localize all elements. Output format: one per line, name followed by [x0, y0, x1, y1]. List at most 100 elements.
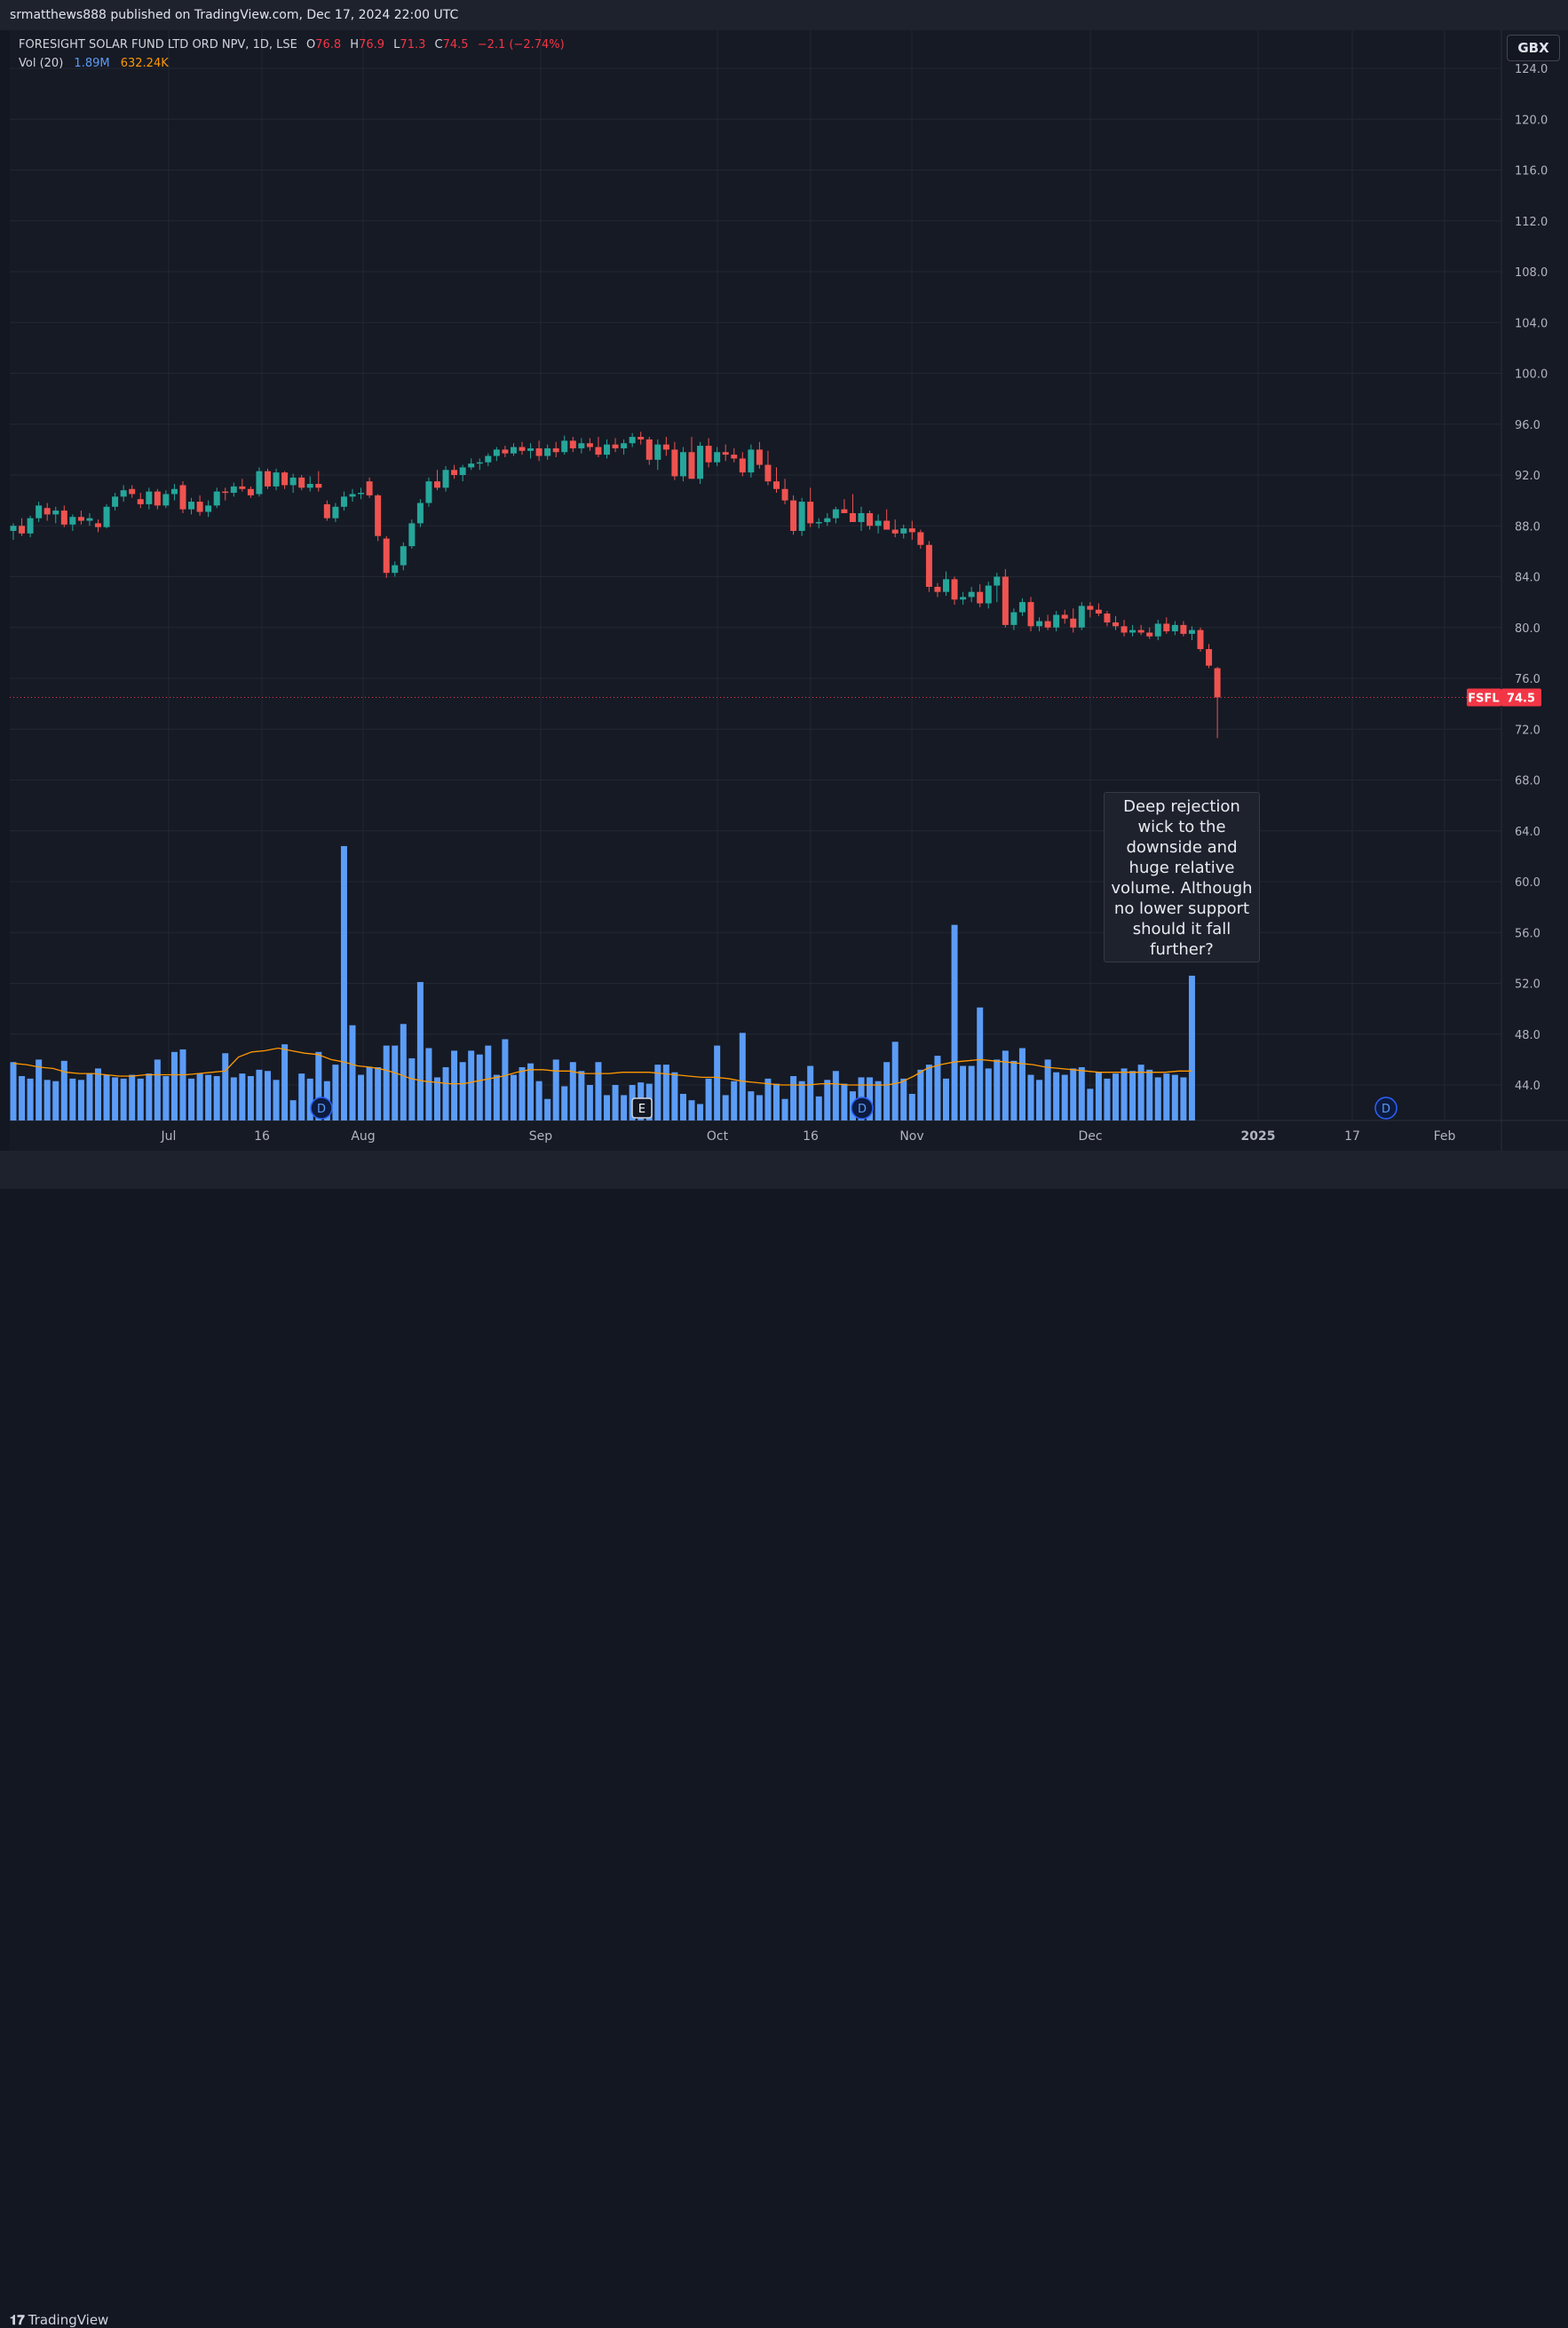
candle-body: [256, 471, 263, 495]
price-tick-label: 112.0: [1515, 216, 1548, 229]
volume-bar: [595, 1062, 602, 1120]
candle-body: [714, 452, 721, 463]
candle-body: [502, 449, 509, 454]
volume-bar: [1113, 1073, 1119, 1120]
candle-body: [265, 471, 271, 487]
price-tick-label: 104.0: [1515, 317, 1548, 330]
volume-bar: [621, 1095, 628, 1120]
volume-bar: [1078, 1066, 1085, 1120]
price-tick-label: 108.0: [1515, 266, 1548, 280]
candle-body: [883, 520, 891, 530]
price-tick-label: 100.0: [1515, 368, 1548, 382]
volume-bar: [510, 1074, 517, 1120]
candle-body: [120, 490, 127, 497]
candle-body: [289, 477, 297, 486]
candle-body: [392, 565, 399, 574]
volume-bar: [654, 1065, 661, 1120]
candle-body: [891, 529, 899, 534]
ticker-tag: [1467, 688, 1501, 707]
volume-bar: [519, 1066, 526, 1120]
volume-bar: [502, 1039, 509, 1120]
candle-body: [1113, 622, 1119, 627]
candle-body: [968, 591, 975, 598]
price-tick-label: 68.0: [1515, 775, 1540, 788]
candle-body: [1053, 614, 1060, 628]
candle-body: [442, 470, 449, 488]
candle-body: [425, 481, 432, 503]
dividend-marker: [1374, 1097, 1398, 1120]
volume-bar: [867, 1077, 874, 1120]
chart-frame: [10, 30, 1568, 1151]
volume-bar: [459, 1062, 466, 1120]
candle-body: [671, 449, 678, 477]
volume-bar: [612, 1085, 619, 1120]
candle-body: [366, 481, 373, 495]
candle-body: [137, 499, 144, 504]
candle-body: [213, 491, 220, 506]
price-tick-label: 44.0: [1515, 1080, 1540, 1093]
candle-body: [44, 508, 51, 515]
candle-body: [867, 512, 874, 527]
candle-body: [1078, 606, 1085, 628]
volume-bar: [994, 1059, 1001, 1120]
volume-bar: [688, 1100, 695, 1120]
candle-body: [1154, 623, 1161, 637]
volume-bar: [756, 1095, 763, 1120]
price-tick-label: 72.0: [1515, 724, 1540, 737]
price-chart[interactable]: 44.0 48.0 52.0 56.0 60.0 64.0 68.0 72.0 76.0 80.0…: [0, 0, 1568, 1189]
candle-body: [994, 576, 1001, 586]
candle-body: [416, 503, 424, 524]
volume-bar: [434, 1077, 440, 1120]
volume-bar: [77, 1080, 84, 1120]
price-tick-label: 116.0: [1515, 165, 1548, 178]
volume-bar: [340, 845, 347, 1120]
candle-body: [654, 444, 661, 460]
candle-body: [129, 488, 136, 495]
branding-text: TradingView: [28, 2312, 109, 2328]
price-tick-label: 60.0: [1515, 876, 1540, 890]
volume-bar: [332, 1065, 339, 1120]
candle-body: [375, 495, 382, 536]
high-label: H: [350, 38, 360, 51]
volume-bar: [400, 1024, 407, 1120]
candle-body: [697, 446, 704, 479]
volume-bar: [239, 1073, 246, 1120]
candle-body: [1137, 630, 1144, 633]
candle-body: [19, 526, 26, 534]
candle-body: [645, 439, 653, 460]
volume-bar: [112, 1077, 119, 1120]
candle-body: [934, 586, 941, 592]
candle-body: [273, 472, 280, 487]
ohlc-legend: FORESIGHT SOLAR FUND LTD ORD NPV, 1D, LS…: [19, 38, 565, 51]
date-tick-label: Sep: [529, 1129, 553, 1144]
candle-body: [340, 496, 347, 507]
volume-bar: [120, 1078, 127, 1120]
volume-bar: [586, 1085, 593, 1120]
candle-body: [451, 470, 458, 475]
volume-bar: [52, 1081, 59, 1120]
candle-body: [485, 455, 492, 463]
volume-bar: [408, 1057, 416, 1120]
candle-body: [60, 511, 67, 525]
price-tick-label: 76.0: [1515, 673, 1540, 686]
volume-bar: [196, 1073, 203, 1120]
price-tick-label: 84.0: [1515, 572, 1540, 585]
volume-bar: [1180, 1077, 1187, 1120]
candle-body: [621, 443, 628, 448]
volume-bar: [798, 1081, 805, 1120]
currency-button[interactable]: GBX: [1507, 35, 1560, 61]
volume-bar: [875, 1081, 882, 1120]
volume-bar: [19, 1075, 26, 1120]
date-tick-label: Feb: [1434, 1129, 1456, 1144]
volume-bar: [1171, 1074, 1178, 1120]
publisher-bar: srmatthews888 published on TradingView.c…: [0, 0, 1568, 30]
volume-bar: [256, 1069, 263, 1120]
candle-body: [604, 444, 610, 455]
annotation-note[interactable]: Deep rejection wick to the downside and …: [1104, 792, 1260, 962]
candle-body: [925, 544, 932, 587]
date-tick-label: Dec: [1078, 1129, 1102, 1144]
candle-body: [196, 502, 203, 512]
candle-body: [281, 472, 289, 486]
candle-body: [434, 481, 440, 488]
volume-bar: [544, 1098, 551, 1120]
